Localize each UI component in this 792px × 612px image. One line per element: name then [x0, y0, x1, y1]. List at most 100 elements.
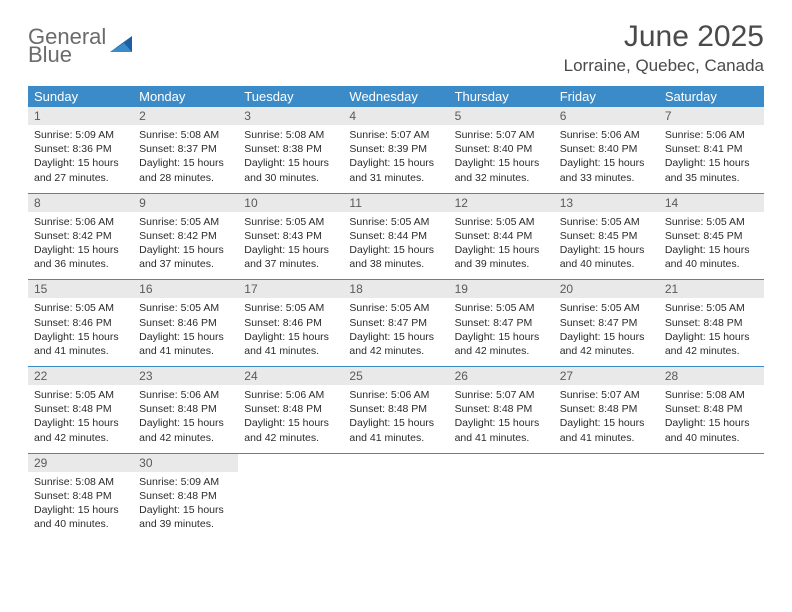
logo: General Blue	[28, 20, 134, 66]
day-ss: Sunset: 8:46 PM	[34, 316, 127, 330]
day-detail-cell: Sunrise: 5:05 AMSunset: 8:46 PMDaylight:…	[133, 298, 238, 366]
day-ss: Sunset: 8:37 PM	[139, 142, 232, 156]
day-d1: Daylight: 15 hours	[665, 156, 758, 170]
day-sr: Sunrise: 5:06 AM	[34, 215, 127, 229]
day-ss: Sunset: 8:48 PM	[560, 402, 653, 416]
day-number-cell: 19	[449, 280, 554, 298]
day-d2: and 41 minutes.	[244, 344, 337, 358]
day-d1: Daylight: 15 hours	[244, 156, 337, 170]
day-d1: Daylight: 15 hours	[349, 416, 442, 430]
day-d1: Daylight: 15 hours	[139, 156, 232, 170]
day-number-cell: 24	[238, 367, 343, 385]
day-detail-cell: Sunrise: 5:06 AMSunset: 8:48 PMDaylight:…	[238, 385, 343, 453]
day-d2: and 37 minutes.	[139, 257, 232, 271]
day-ss: Sunset: 8:42 PM	[34, 229, 127, 243]
day-ss: Sunset: 8:38 PM	[244, 142, 337, 156]
day-header-row: Sunday Monday Tuesday Wednesday Thursday…	[28, 86, 764, 107]
day-d1: Daylight: 15 hours	[244, 243, 337, 257]
day-sr: Sunrise: 5:07 AM	[349, 128, 442, 142]
day-ss: Sunset: 8:47 PM	[349, 316, 442, 330]
day-detail-cell	[238, 472, 343, 540]
day-detail-cell: Sunrise: 5:05 AMSunset: 8:47 PMDaylight:…	[343, 298, 448, 366]
day-detail-cell: Sunrise: 5:05 AMSunset: 8:45 PMDaylight:…	[659, 212, 764, 280]
day-d2: and 40 minutes.	[665, 257, 758, 271]
day-d2: and 36 minutes.	[34, 257, 127, 271]
day-number-cell: 30	[133, 454, 238, 472]
day-d1: Daylight: 15 hours	[560, 330, 653, 344]
day-d1: Daylight: 15 hours	[665, 243, 758, 257]
day-ss: Sunset: 8:41 PM	[665, 142, 758, 156]
day-d1: Daylight: 15 hours	[34, 156, 127, 170]
day-ss: Sunset: 8:46 PM	[244, 316, 337, 330]
day-detail-cell: Sunrise: 5:06 AMSunset: 8:41 PMDaylight:…	[659, 125, 764, 193]
day-header: Sunday	[28, 86, 133, 107]
day-sr: Sunrise: 5:05 AM	[244, 301, 337, 315]
day-ss: Sunset: 8:48 PM	[34, 402, 127, 416]
day-number-cell: 22	[28, 367, 133, 385]
day-detail-cell: Sunrise: 5:07 AMSunset: 8:48 PMDaylight:…	[449, 385, 554, 453]
day-ss: Sunset: 8:44 PM	[455, 229, 548, 243]
day-sr: Sunrise: 5:08 AM	[139, 128, 232, 142]
day-ss: Sunset: 8:36 PM	[34, 142, 127, 156]
day-ss: Sunset: 8:48 PM	[244, 402, 337, 416]
day-d2: and 40 minutes.	[34, 517, 127, 531]
day-number-cell: 5	[449, 107, 554, 125]
day-number-cell: 9	[133, 194, 238, 212]
day-number-cell: 10	[238, 194, 343, 212]
day-detail-cell: Sunrise: 5:09 AMSunset: 8:48 PMDaylight:…	[133, 472, 238, 540]
day-number-cell: 28	[659, 367, 764, 385]
detail-row: Sunrise: 5:06 AMSunset: 8:42 PMDaylight:…	[28, 212, 764, 280]
day-ss: Sunset: 8:43 PM	[244, 229, 337, 243]
day-detail-cell	[343, 472, 448, 540]
day-ss: Sunset: 8:42 PM	[139, 229, 232, 243]
day-sr: Sunrise: 5:09 AM	[139, 475, 232, 489]
daynum-row: 1234567	[28, 107, 764, 125]
day-number-cell: 23	[133, 367, 238, 385]
day-ss: Sunset: 8:48 PM	[34, 489, 127, 503]
day-header: Tuesday	[238, 86, 343, 107]
day-number-cell: 2	[133, 107, 238, 125]
day-sr: Sunrise: 5:05 AM	[560, 215, 653, 229]
day-detail-cell: Sunrise: 5:05 AMSunset: 8:45 PMDaylight:…	[554, 212, 659, 280]
day-d2: and 41 minutes.	[349, 431, 442, 445]
detail-row: Sunrise: 5:09 AMSunset: 8:36 PMDaylight:…	[28, 125, 764, 193]
day-d1: Daylight: 15 hours	[139, 243, 232, 257]
day-number-cell	[449, 454, 554, 472]
day-number-cell: 16	[133, 280, 238, 298]
day-detail-cell: Sunrise: 5:08 AMSunset: 8:48 PMDaylight:…	[659, 385, 764, 453]
day-sr: Sunrise: 5:05 AM	[244, 215, 337, 229]
page-header: General Blue June 2025 Lorraine, Quebec,…	[28, 20, 764, 76]
day-d2: and 41 minutes.	[139, 344, 232, 358]
day-sr: Sunrise: 5:05 AM	[455, 215, 548, 229]
day-detail-cell: Sunrise: 5:06 AMSunset: 8:48 PMDaylight:…	[133, 385, 238, 453]
day-d2: and 38 minutes.	[349, 257, 442, 271]
location: Lorraine, Quebec, Canada	[564, 56, 764, 76]
day-sr: Sunrise: 5:09 AM	[34, 128, 127, 142]
day-d2: and 27 minutes.	[34, 171, 127, 185]
day-d1: Daylight: 15 hours	[34, 416, 127, 430]
calendar-page: General Blue June 2025 Lorraine, Quebec,…	[0, 0, 792, 559]
day-ss: Sunset: 8:48 PM	[665, 402, 758, 416]
day-d1: Daylight: 15 hours	[34, 330, 127, 344]
day-detail-cell: Sunrise: 5:06 AMSunset: 8:40 PMDaylight:…	[554, 125, 659, 193]
day-sr: Sunrise: 5:05 AM	[34, 301, 127, 315]
day-d1: Daylight: 15 hours	[349, 156, 442, 170]
day-sr: Sunrise: 5:08 AM	[244, 128, 337, 142]
day-number-cell: 13	[554, 194, 659, 212]
day-ss: Sunset: 8:40 PM	[560, 142, 653, 156]
day-d1: Daylight: 15 hours	[139, 416, 232, 430]
day-d2: and 31 minutes.	[349, 171, 442, 185]
day-detail-cell: Sunrise: 5:08 AMSunset: 8:38 PMDaylight:…	[238, 125, 343, 193]
month-title: June 2025	[564, 20, 764, 54]
detail-row: Sunrise: 5:05 AMSunset: 8:46 PMDaylight:…	[28, 298, 764, 366]
day-sr: Sunrise: 5:05 AM	[34, 388, 127, 402]
day-detail-cell: Sunrise: 5:05 AMSunset: 8:46 PMDaylight:…	[238, 298, 343, 366]
day-number-cell: 21	[659, 280, 764, 298]
day-sr: Sunrise: 5:06 AM	[244, 388, 337, 402]
day-number-cell: 3	[238, 107, 343, 125]
day-d1: Daylight: 15 hours	[560, 156, 653, 170]
day-detail-cell: Sunrise: 5:05 AMSunset: 8:47 PMDaylight:…	[554, 298, 659, 366]
day-number-cell: 18	[343, 280, 448, 298]
day-detail-cell: Sunrise: 5:05 AMSunset: 8:48 PMDaylight:…	[659, 298, 764, 366]
detail-row: Sunrise: 5:08 AMSunset: 8:48 PMDaylight:…	[28, 472, 764, 540]
